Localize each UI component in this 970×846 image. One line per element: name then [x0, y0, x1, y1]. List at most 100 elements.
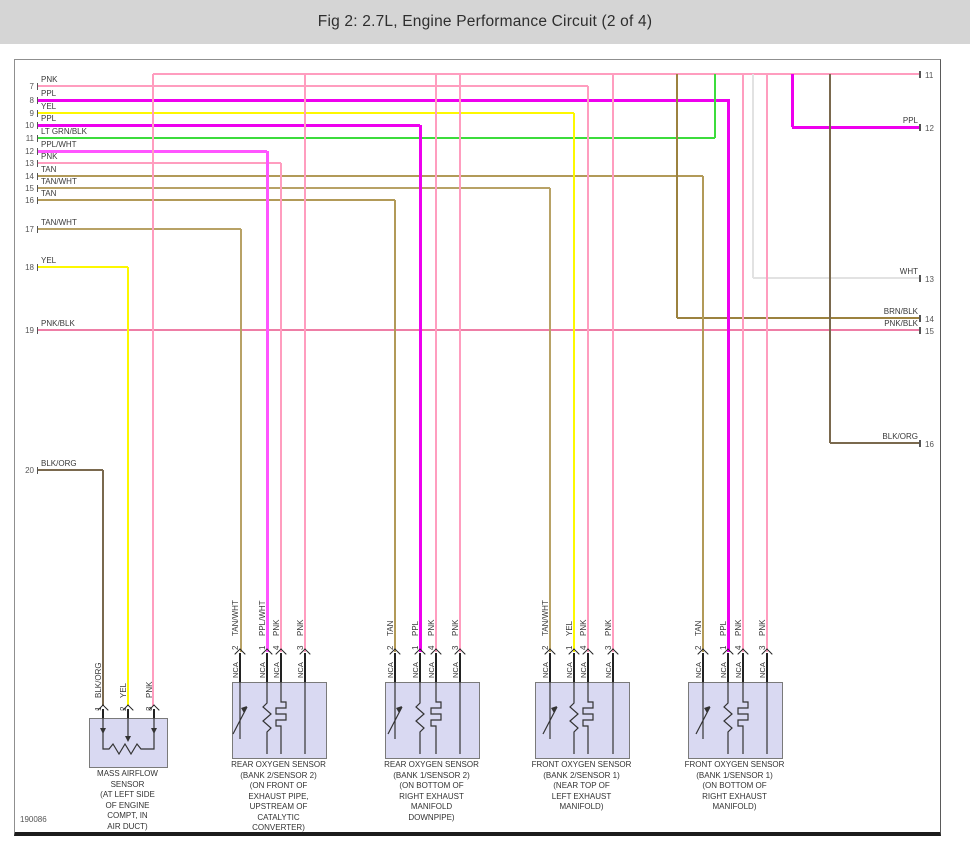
pin-number-label: 1: [565, 645, 574, 650]
wire-vertical: [394, 200, 396, 652]
wire-vertical: [587, 86, 589, 652]
wire-vertical: [714, 74, 716, 138]
wire-horizontal: [830, 442, 920, 444]
pin-tick: [36, 147, 38, 155]
pin-wire-color-label: YEL: [119, 682, 128, 698]
connector-stub: [742, 653, 744, 682]
wire-horizontal: [38, 85, 588, 87]
sensor-caption-line: REAR OXYGEN SENSOR: [384, 760, 479, 769]
sensor-internal-symbols: [387, 682, 461, 754]
wire-color-label: TAN/WHT: [41, 177, 77, 186]
wire-horizontal: [38, 123, 420, 127]
sensor-caption-line: (BANK 2/SENSOR 1): [543, 770, 620, 780]
pin-wire-color-label: PPL/WHT: [258, 600, 267, 636]
wire-vertical: [612, 74, 614, 652]
wire-color-label: PNK/BLK: [884, 319, 918, 328]
sensor-caption-line: CATALYTIC: [257, 812, 300, 822]
pin-number: 13: [925, 275, 934, 284]
wire-vertical: [752, 74, 754, 278]
connector-stub: [549, 653, 551, 682]
pin-tick: [36, 159, 38, 167]
wire-horizontal: [753, 277, 920, 279]
pin-tick: [36, 134, 38, 142]
connector-stub: [727, 653, 729, 682]
sensor-caption: FRONT OXYGEN SENSOR (BANK 2/SENSOR 1) (NEA…: [522, 760, 642, 813]
wire-color-label: BRN/BLK: [883, 307, 918, 316]
connector-stub: [612, 653, 614, 682]
pin-wire-color-label: PPL: [411, 620, 420, 636]
sensor-caption-line: FRONT OXYGEN SENSOR: [684, 760, 785, 769]
connector-code-label: NCA: [296, 662, 305, 678]
sensor-caption-line: EXHAUST PIPE,: [248, 791, 309, 801]
wire-horizontal: [38, 187, 550, 189]
pin-number: 20: [25, 466, 34, 475]
pin-wire-color-label: PNK: [296, 619, 305, 636]
pin-tick: [36, 263, 38, 271]
pin-tick: [919, 274, 921, 282]
wire-vertical: [265, 151, 269, 652]
wire-color-label: PNK/BLK: [41, 319, 75, 328]
pin-number: 16: [25, 196, 34, 205]
pin-tick: [919, 123, 921, 131]
sensor-internal-symbols: [232, 682, 306, 754]
connector-code-label: NCA: [258, 662, 267, 678]
pin-number-label: 1: [411, 645, 420, 650]
pin-number-label: 1: [94, 706, 103, 711]
connector-stub: [587, 653, 589, 682]
sensor-caption-line: (ON BOTTOM OF: [702, 781, 767, 790]
pin-number-label: 3: [604, 645, 613, 650]
pin-wire-color-label: TAN: [386, 620, 395, 636]
connector-code-label: NCA: [758, 662, 767, 678]
pin-number-label: 2: [119, 706, 128, 711]
sensor-caption-line: MASS AIRFLOW: [97, 769, 158, 778]
wire-vertical: [726, 100, 730, 652]
sensor-caption-line: MANIFOLD): [559, 802, 604, 811]
pin-tick: [919, 314, 921, 322]
diagram-id: 190086: [20, 815, 47, 824]
sensor-caption-line: AIR DUCT): [107, 821, 148, 831]
sensor-caption-line: REAR OXYGEN SENSOR: [231, 760, 326, 769]
connector-stub: [127, 709, 129, 718]
connector-stub: [459, 653, 461, 682]
connector-stub: [419, 653, 421, 682]
sensor-caption-line: LEFT EXHAUST: [551, 791, 612, 801]
pin-number-label: 4: [272, 645, 281, 650]
pin-wire-color-label: PNK: [272, 619, 281, 636]
wire-vertical: [549, 188, 551, 652]
pin-number-label: 4: [734, 645, 743, 650]
connector-code-label: NCA: [719, 662, 728, 678]
wire-horizontal: [38, 199, 395, 201]
connector-stub: [573, 653, 575, 682]
pin-wire-color-label: YEL: [565, 620, 574, 636]
pin-tick: [36, 196, 38, 204]
wire-vertical: [418, 125, 422, 652]
wire-color-label: TAN/WHT: [41, 218, 77, 227]
pin-number-label: 1: [719, 645, 728, 650]
pin-number: 9: [29, 109, 34, 118]
pin-tick: [36, 326, 38, 334]
pin-number-label: 2: [541, 645, 550, 650]
sensor-caption-line: (AT LEFT SIDE: [100, 790, 155, 799]
wire-vertical: [790, 74, 794, 127]
pin-number: 11: [925, 71, 934, 80]
sensor-caption-line: (ON FRONT OF: [249, 781, 308, 790]
pin-wire-color-label: PPL: [719, 620, 728, 636]
sensor-caption-line: DOWNPIPE): [408, 812, 455, 822]
connector-code-label: NCA: [734, 662, 743, 678]
sensor-caption-line: CONVERTER): [252, 823, 305, 832]
sensor-caption: MASS AIRFLOW SENSOR (AT LEFT SIDE OF ENGINE…: [68, 769, 188, 832]
sensor-caption-line: RIGHT EXHAUST: [399, 791, 464, 801]
wire-color-label: PNK: [41, 75, 58, 84]
wire-vertical: [102, 470, 104, 706]
wire-color-label: YEL: [41, 256, 57, 265]
pin-wire-color-label: PNK: [734, 619, 743, 636]
pin-number-label: 1: [258, 645, 267, 650]
pin-wire-color-label: PNK: [579, 619, 588, 636]
pin-number-label: 2: [694, 645, 703, 650]
pin-number: 8: [29, 96, 34, 105]
wire-vertical: [702, 176, 704, 652]
pin-tick: [919, 70, 921, 78]
wire-vertical: [676, 74, 678, 318]
pin-number: 15: [25, 184, 34, 193]
